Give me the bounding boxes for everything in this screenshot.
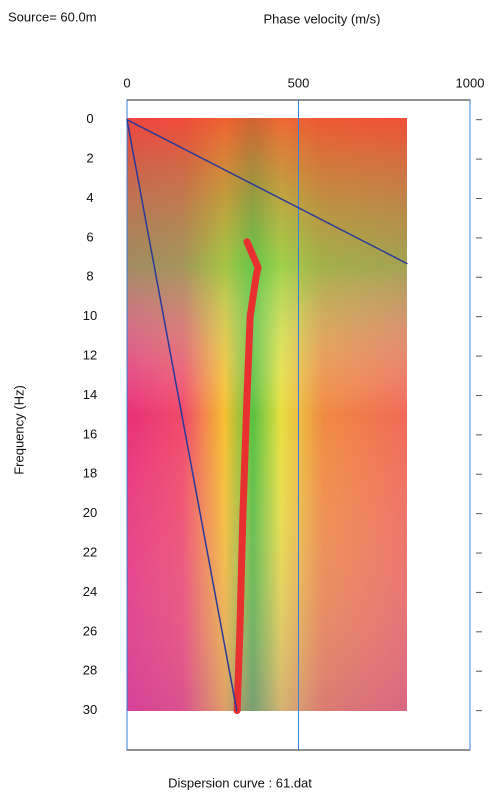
y-tick-label: 30: [83, 702, 97, 717]
y-tick-label: 8: [86, 269, 93, 284]
dispersion-line: [126, 118, 238, 712]
y-tick-label: 4: [86, 190, 93, 205]
dispersion-line: [126, 118, 408, 265]
dispersion-line: [233, 238, 262, 715]
y-tick-label: 18: [83, 466, 97, 481]
x-axis-title: Phase velocity (m/s): [263, 11, 380, 26]
y-tick-label: 24: [83, 584, 97, 599]
y-tick-label: 22: [83, 544, 97, 559]
x-tick-label: 0: [123, 75, 130, 90]
x-tick-label: 500: [288, 75, 310, 90]
y-tick-label: 12: [83, 347, 97, 362]
y-tick-label: 6: [86, 229, 93, 244]
y-tick-label: 16: [83, 426, 97, 441]
source-label: Source= 60.0m: [8, 9, 97, 24]
y-tick-label: 26: [83, 623, 97, 638]
y-tick-label: 20: [83, 505, 97, 520]
caption: Dispersion curve : 61.dat: [168, 775, 312, 790]
y-tick-label: 28: [83, 663, 97, 678]
y-tick-label: 14: [83, 387, 97, 402]
x-tick-label: 1000: [456, 75, 485, 90]
dispersion-image-overlay: [127, 118, 407, 711]
plot-area: [126, 99, 471, 751]
y-axis-title: Frequency (Hz): [11, 385, 26, 475]
y-tick-label: 10: [83, 308, 97, 323]
y-tick-label: 2: [86, 151, 93, 166]
y-tick-label: 0: [86, 111, 93, 126]
